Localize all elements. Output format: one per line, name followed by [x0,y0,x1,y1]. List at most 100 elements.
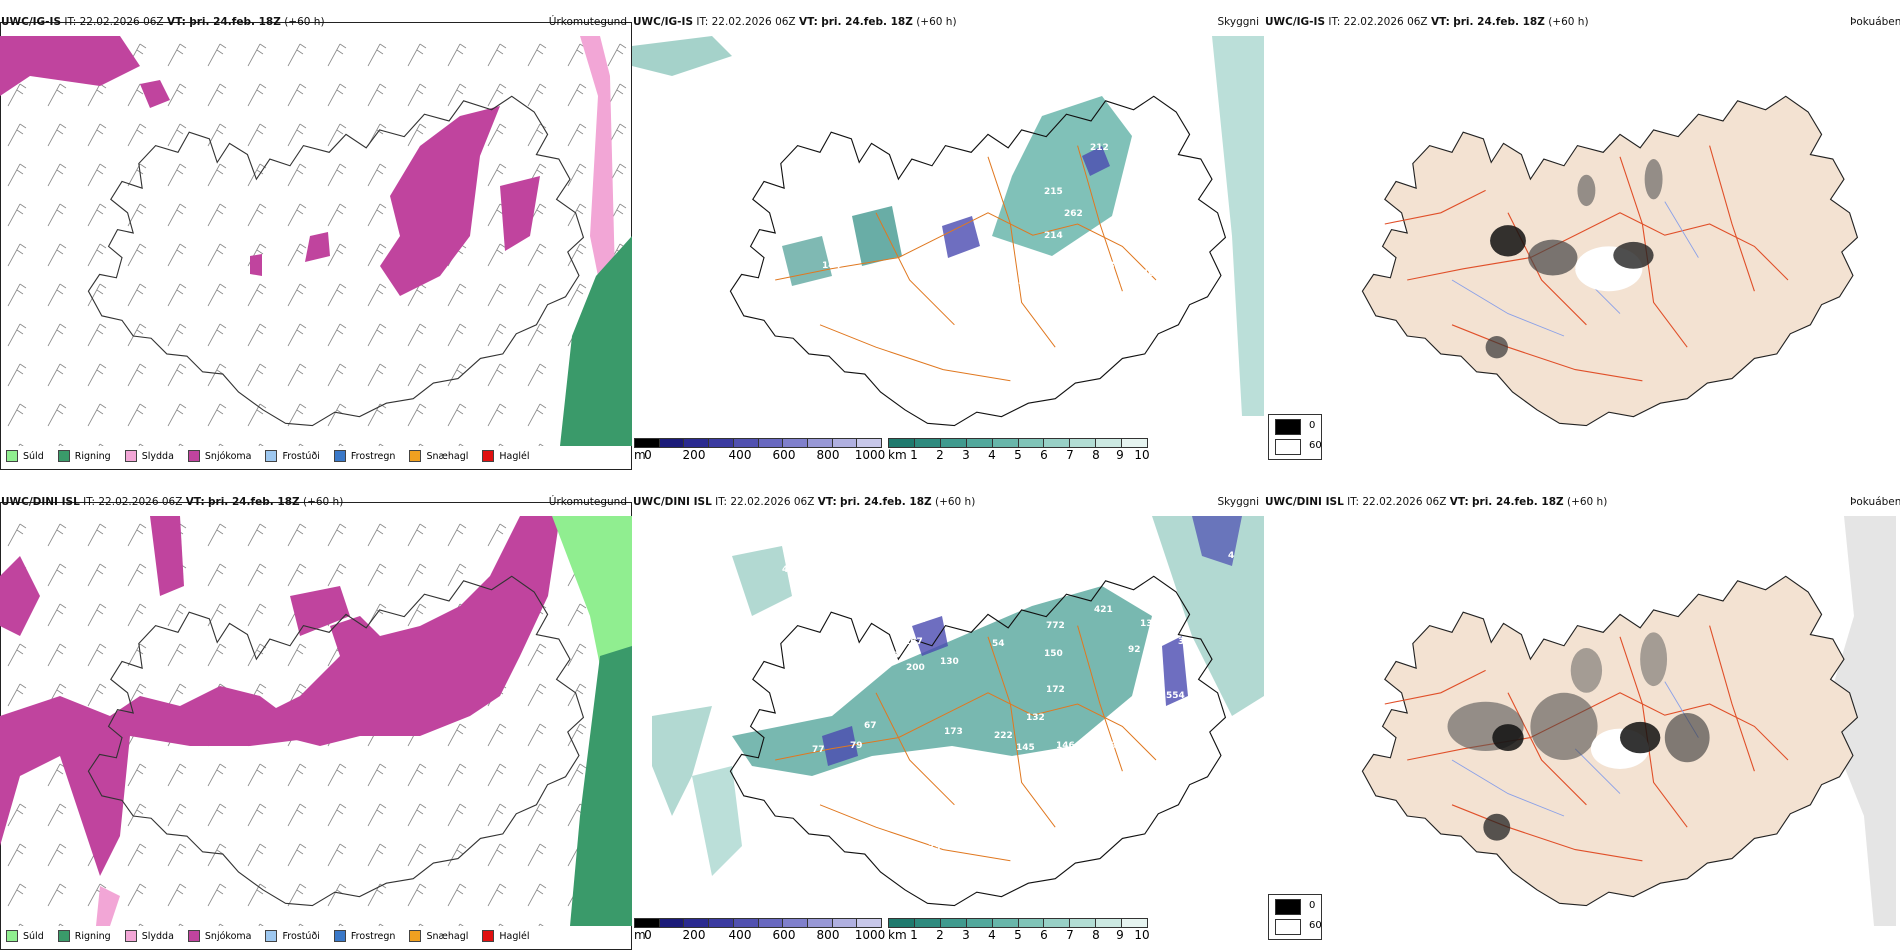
svg-text:173: 173 [944,727,963,737]
svg-text:41: 41 [992,265,1005,275]
svg-text:220: 220 [908,615,927,625]
issue-time: 22.02.2026 06Z [79,16,164,28]
lead-time: (+60 h) [1548,16,1589,28]
ceiling-labels: 144 108 212 36 215 262 214 51 139 128 18… [822,143,1187,399]
svg-text:222: 222 [994,731,1013,741]
svg-text:772: 772 [1046,621,1065,631]
legend-item: Frostúði [265,450,320,462]
legend-item: Frostregn [333,450,395,462]
svg-text:41: 41 [930,389,943,399]
valid-time: þri. 24.feb. 18Z [821,16,913,28]
vt-label: VT: [185,496,205,508]
svg-text:249: 249 [1114,739,1133,749]
it-label: IT: [1347,496,1360,508]
svg-text:132: 132 [1026,713,1045,723]
precip-map [0,36,632,446]
svg-text:267: 267 [904,637,923,647]
model-name: UWC/IG-IS [633,16,694,28]
svg-text:67: 67 [864,721,877,731]
panel-header: UWC/IG-IS IT: 22.02.2026 06Z VT: þri. 24… [633,8,1263,36]
model-name: UWC/DINI ISL [633,496,712,508]
legend-item: Slydda [124,450,174,462]
ceiling-unit: m [634,448,646,462]
precip-legend: Súld Rigning Slydda Snjókoma Frostúði Fr… [6,928,544,944]
svg-text:375: 375 [822,699,841,709]
model-name: UWC/IG-IS [1265,16,1326,28]
visibility-unit: km [888,928,907,942]
svg-text:215: 215 [1044,187,1063,197]
legend-item: Haglél [482,930,530,942]
legend-item: Slydda [124,930,174,942]
svg-text:321: 321 [1094,759,1113,769]
fog-legend: 0 60 [1268,414,1322,460]
svg-text:200: 200 [906,663,925,673]
svg-text:150: 150 [1044,649,1063,659]
vt-label: VT: [817,496,837,508]
legend-item: Frostúði [265,930,320,942]
panel-field-label: Skyggni [1217,16,1260,28]
panel-field-label: Úrkomutegund [548,496,627,508]
svg-text:77: 77 [812,745,825,755]
legend-item: Snjókoma [187,450,251,462]
vt-label: VT: [1430,16,1450,28]
it-label: IT: [1328,16,1341,28]
svg-text:128: 128 [1050,275,1069,285]
svg-text:228: 228 [880,651,899,661]
ceiling-labels: 406 314 421 31 51 220 222 267 54 772 130… [782,551,1234,877]
svg-text:33: 33 [928,843,941,853]
svg-text:421: 421 [1094,605,1113,615]
svg-text:79: 79 [850,741,863,751]
legend-item: Frostregn [333,930,395,942]
issue-time: 22.02.2026 06Z [1362,496,1447,508]
it-label: IT: [715,496,728,508]
issue-time: 22.02.2026 06Z [98,496,183,508]
valid-time: þri. 24.feb. 18Z [840,496,932,508]
panel-precip-type-igis: UWC/IG-IS IT: 22.02.2026 06Z VT: þri. 24… [0,8,632,470]
panel-field-label: Úrkomutegund [548,16,627,28]
legend-item: Súld [6,930,44,942]
issue-time: 22.02.2026 06Z [711,16,796,28]
visibility-unit: km [888,448,907,462]
panel-visibility-igis: UWC/IG-IS IT: 22.02.2026 06Z VT: þri. 24… [632,8,1264,468]
svg-text:144: 144 [822,261,841,271]
panel-header: UWC/DINI ISL IT: 22.02.2026 06Z VT: þri.… [633,488,1263,516]
svg-text:36: 36 [1150,159,1163,169]
svg-text:51: 51 [1026,251,1039,261]
svg-text:554: 554 [1166,691,1185,701]
legend-item: Rigning [57,930,111,942]
legend-item: Rigning [57,450,111,462]
lead-time: (+60 h) [916,16,957,28]
svg-text:188: 188 [1140,731,1159,741]
model-name: UWC/DINI ISL [1265,496,1344,508]
lead-time: (+60 h) [302,496,344,508]
svg-text:92: 92 [1128,645,1141,655]
svg-text:214: 214 [1044,231,1063,241]
panel-field-label: Þokuábendi [1850,496,1900,508]
panel-precip-type-dini: UWC/DINI ISL IT: 22.02.2026 06Z VT: þri.… [0,488,632,950]
svg-text:262: 262 [1064,209,1083,219]
svg-text:108: 108 [938,261,957,271]
svg-text:406: 406 [782,565,801,575]
svg-text:4: 4 [1228,551,1234,561]
panel-field-label: Þokuábendi [1850,16,1900,28]
svg-text:299: 299 [1098,741,1117,751]
panel-fog-dini: UWC/DINI ISL IT: 22.02.2026 06Z VT: þri.… [1264,488,1900,948]
fog-map [1361,95,1858,427]
panel-header: UWC/IG-IS IT: 22.02.2026 06Z VT: þri. 24… [1265,8,1900,36]
svg-text:31: 31 [948,605,961,615]
svg-text:54: 54 [992,639,1005,649]
lead-time: (+60 h) [284,16,325,28]
it-label: IT: [64,16,77,28]
fog-legend: 0 60 [1268,894,1322,940]
visibility-map: 144 108 212 36 215 262 214 51 139 128 18… [632,36,1264,427]
svg-text:130: 130 [940,657,959,667]
model-name: UWC/DINI ISL [1,496,80,508]
svg-text:151: 151 [1114,279,1133,289]
panel-field-label: Skyggni [1217,496,1260,508]
svg-text:51: 51 [966,603,979,613]
legend-item: Súld [6,450,44,462]
lead-time: (+60 h) [1566,496,1608,508]
panel-header: UWC/DINI ISL IT: 22.02.2026 06Z VT: þri.… [1,488,631,516]
valid-time: þri. 24.feb. 18Z [208,496,300,508]
svg-text:139: 139 [1012,277,1031,287]
